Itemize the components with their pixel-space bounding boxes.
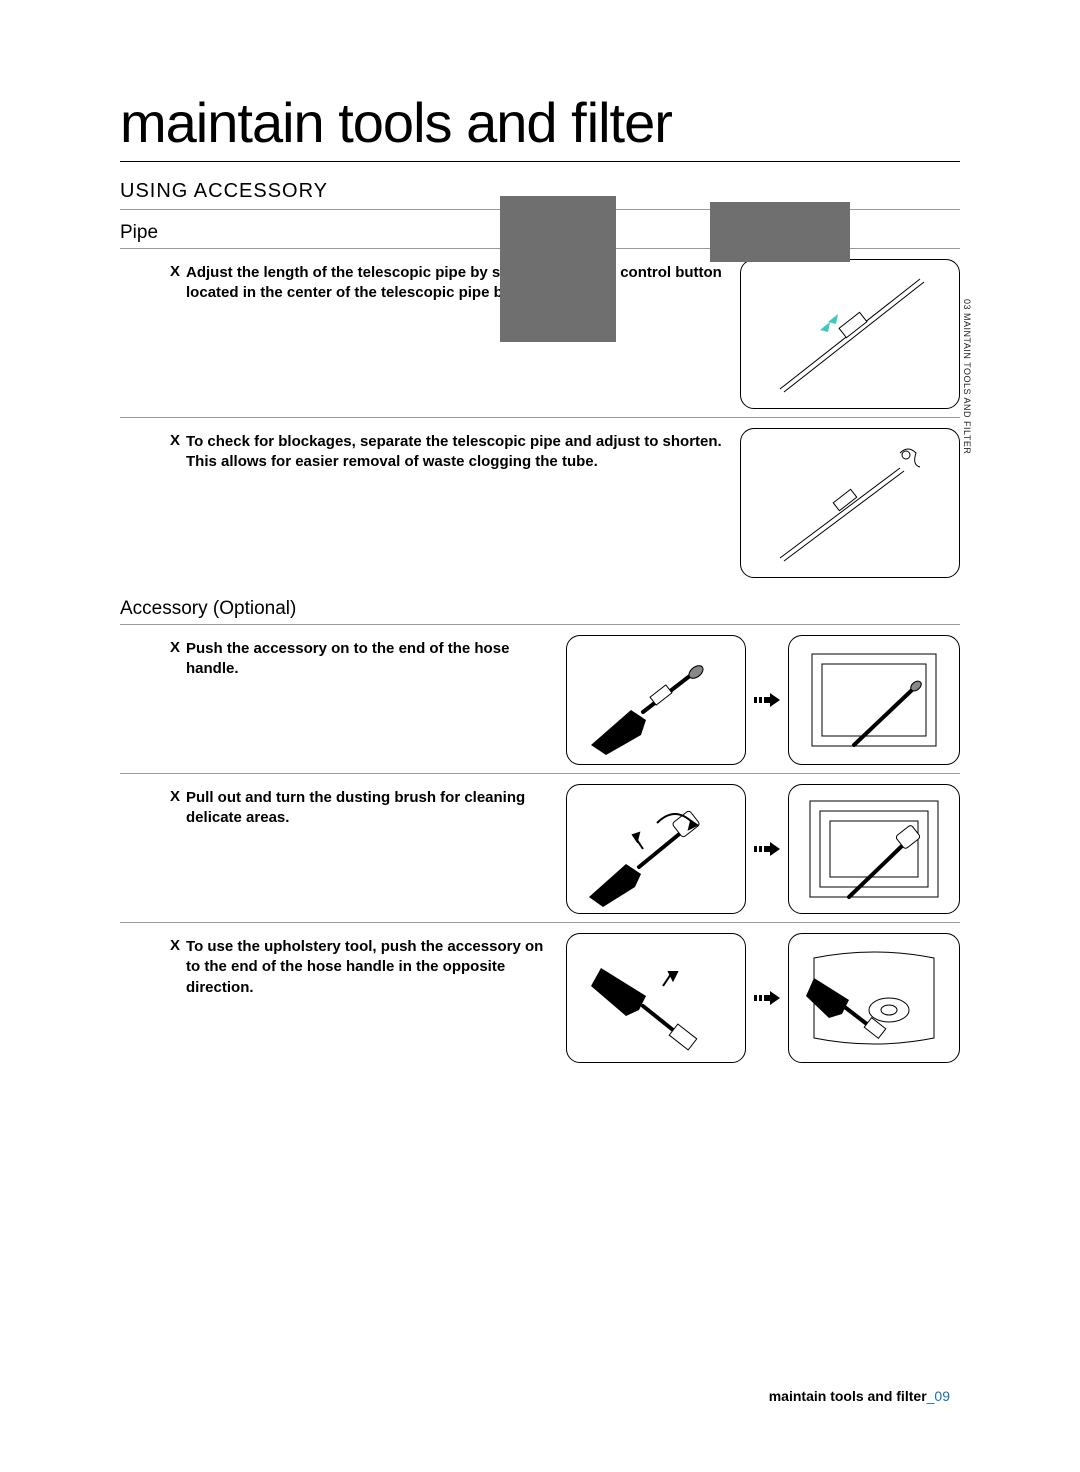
bullet-icon: X (120, 432, 180, 473)
redaction-block (500, 196, 616, 342)
instruction-row: X To use the upholstery tool, push the a… (120, 922, 960, 1071)
figure-dusting-brush-use (788, 784, 960, 914)
figure-upholstery-attach (566, 933, 746, 1063)
bullet-icon: X (120, 937, 180, 998)
figure-attach-accessory (566, 635, 746, 765)
figure-telescopic-separate (740, 428, 960, 578)
instruction-text: To use the upholstery tool, push the acc… (186, 937, 558, 998)
arrow-icon (752, 839, 782, 859)
side-tab-label: 03 MAINTAIN TOOLS AND FILTER (958, 297, 976, 457)
instruction-text: Push the accessory on to the end of the … (186, 639, 558, 680)
figure-telescopic-adjust (740, 259, 960, 409)
arrow-icon (752, 988, 782, 1008)
bullet-icon: X (120, 639, 180, 680)
bullet-icon: X (120, 263, 180, 304)
footer-page-number: _09 (927, 1388, 950, 1404)
instruction-row: X Push the accessory on to the end of th… (120, 624, 960, 773)
redaction-block (710, 202, 850, 262)
instruction-row: X Pull out and turn the dusting brush fo… (120, 773, 960, 922)
footer-label: maintain tools and ﬁlter (769, 1388, 927, 1404)
page-title: maintain tools and ﬁlter (120, 90, 960, 162)
instruction-text: Adjust the length of the telescopic pipe… (186, 263, 732, 304)
page-footer: maintain tools and ﬁlter_09 (769, 1388, 950, 1404)
arrow-icon (752, 690, 782, 710)
figure-crevice-use (788, 635, 960, 765)
instruction-row: X To check for blockages, separate the t… (120, 417, 960, 586)
bullet-icon: X (120, 788, 180, 829)
figure-upholstery-use (788, 933, 960, 1063)
instruction-text: To check for blockages, separate the tel… (186, 432, 732, 473)
accessory-heading: Accessory (Optional) (120, 598, 960, 620)
instruction-text: Pull out and turn the dusting brush for … (186, 788, 558, 829)
figure-dusting-brush-rotate (566, 784, 746, 914)
